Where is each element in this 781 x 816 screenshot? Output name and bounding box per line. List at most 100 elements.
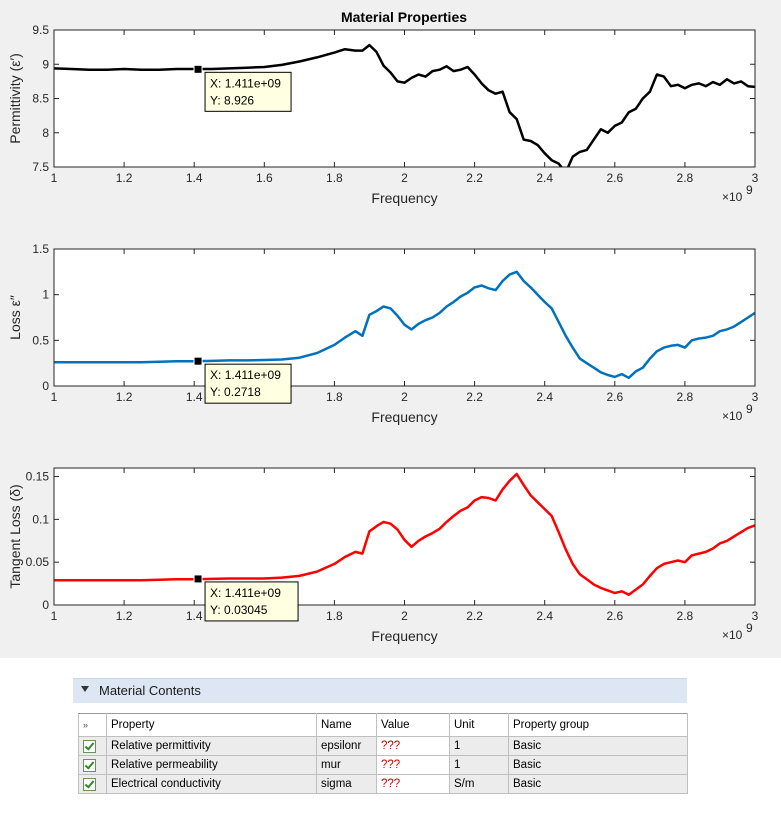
x-tick-label: 3 [752,390,759,404]
x-tick-label: 2.2 [466,171,483,185]
x-tick-label: 2.2 [466,609,483,623]
plot-area [54,468,755,605]
column-header-property[interactable]: Property [106,713,317,737]
check-icon[interactable] [83,777,96,791]
table-header-row: » Property Name Value Unit Property grou… [78,713,688,737]
x-tick-label: 1 [51,171,58,185]
section-title: Material Contents [99,683,201,698]
y-axis-label: Tangent Loss (δ) [7,484,23,588]
x-tick-label: 2.4 [536,390,553,404]
x-tick-label: 1.8 [326,390,343,404]
x-tick-label: 1.4 [186,609,203,623]
datatip-box [204,71,292,112]
group-cell: Basic [508,755,688,775]
x-tick-label: 1.8 [326,171,343,185]
check-icon[interactable] [83,758,96,772]
datatip-x: X: 1.411e+09 [210,76,281,90]
y-tick-label: 0.5 [32,333,49,347]
unit-cell: 1 [449,736,509,756]
datatip-box [204,363,292,404]
figure-window: Material Properties 1 1.2 1.4 1.6 1.8 2 2.2 2.4… [0,0,781,658]
group-cell: Basic [508,736,688,756]
x-tick-label: 2.4 [536,609,553,623]
y-tick-label: 1 [42,288,49,302]
x-tick-label: 1.2 [116,171,133,185]
y-tick-label: 8.5 [32,92,49,106]
x-tick-label: 2.6 [606,609,623,623]
value-cell[interactable]: ??? [376,774,450,794]
y-tick-label: 0.1 [32,512,49,526]
loss-plot[interactable]: 11.21.41.61.822.22.42.62.8300.511.5Frequ… [7,242,759,425]
x-exponent: 9 [746,621,753,635]
x-tick-label: 2.2 [466,390,483,404]
x-tick-label: 1 [51,390,58,404]
value-cell[interactable]: ??? [376,755,450,775]
x-tick-label: 1.2 [116,390,133,404]
x-tick-label: 1 [51,609,58,623]
figure-title: Material Properties [341,9,467,25]
series-line[interactable] [54,43,755,172]
x-exponent: 9 [746,183,753,197]
column-header-unit[interactable]: Unit [449,713,509,737]
datatip-marker[interactable] [193,356,203,366]
plot-area [54,249,755,386]
datatip-marker[interactable] [193,574,203,584]
row-checkbox[interactable] [78,736,107,756]
y-axis-label: Permittivity (ε′) [7,53,23,144]
x-tick-label: 2 [401,171,408,185]
tangent-loss-plot[interactable]: 11.21.41.61.822.22.42.62.8300.050.10.15F… [7,467,759,644]
unit-cell: 1 [449,755,509,775]
material-contents-table: » Property Name Value Unit Property grou… [78,713,688,794]
check-icon[interactable] [83,739,96,753]
corner-icon[interactable]: » [78,713,107,737]
table-row[interactable]: Electrical conductivity sigma ??? S/m Ba… [78,774,688,794]
y-tick-label: 8 [42,126,49,140]
table-row[interactable]: Relative permittivity epsilonr ??? 1 Bas… [78,736,688,756]
y-tick-label: 0 [42,598,49,612]
table-row[interactable]: Relative permeability mur ??? 1 Basic [78,755,688,775]
collapse-arrow-icon[interactable] [81,686,89,692]
datatip-x: X: 1.411e+09 [210,586,281,600]
axes-box [53,248,756,387]
material-contents-header[interactable]: Material Contents [73,678,687,703]
x-tick-label: 3 [752,609,759,623]
axes-box [53,467,756,606]
x-tick-label: 2.8 [677,390,694,404]
x-tick-label: 1.4 [186,171,203,185]
axes-box [53,29,756,168]
permittivity-plot[interactable]: 1 1.2 1.4 1.6 1.8 2 2.2 2.4 2.6 2.8 3 7.5 8 8.5 9 9.5 Fr… [7,23,759,206]
x-exponent-label: ×10 [722,190,743,204]
y-tick-label: 0.05 [26,555,50,569]
y-tick-label: 0.15 [26,470,50,484]
x-tick-label: 1.8 [326,609,343,623]
x-tick-label: 1.4 [186,390,203,404]
column-header-property-group[interactable]: Property group [508,713,688,737]
y-tick-label: 7.5 [32,160,49,174]
datatip-x: X: 1.411e+09 [210,368,281,382]
x-axis-label: Frequency [371,628,437,644]
y-axis-label: Loss ε″ [7,295,23,340]
y-tick-label: 1.5 [32,242,49,256]
series-line[interactable] [54,472,755,596]
x-exponent-label: ×10 [722,628,743,642]
row-checkbox[interactable] [78,755,107,775]
x-exponent: 9 [746,402,753,416]
column-header-name[interactable]: Name [316,713,377,737]
x-tick-label: 2.8 [677,609,694,623]
x-tick-label: 2.8 [677,171,694,185]
name-cell: epsilonr [316,736,377,756]
datatip-box [204,581,299,622]
column-header-value[interactable]: Value [376,713,450,737]
x-tick-label: 2 [401,390,408,404]
datatip-y: Y: 0.2718 [210,385,261,399]
datatip-marker[interactable] [193,64,203,74]
x-tick-label: 2.4 [536,171,553,185]
material-panel: Material Contents » Property Name Value … [0,658,781,816]
x-tick-label: 1.2 [116,609,133,623]
series-line[interactable] [54,270,755,380]
row-checkbox[interactable] [78,774,107,794]
value-cell[interactable]: ??? [376,736,450,756]
plot-area [54,30,755,167]
figure-canvas: Material Properties 1 1.2 1.4 1.6 1.8 2 2.2 2.4… [7,9,759,644]
name-cell: sigma [316,774,377,794]
